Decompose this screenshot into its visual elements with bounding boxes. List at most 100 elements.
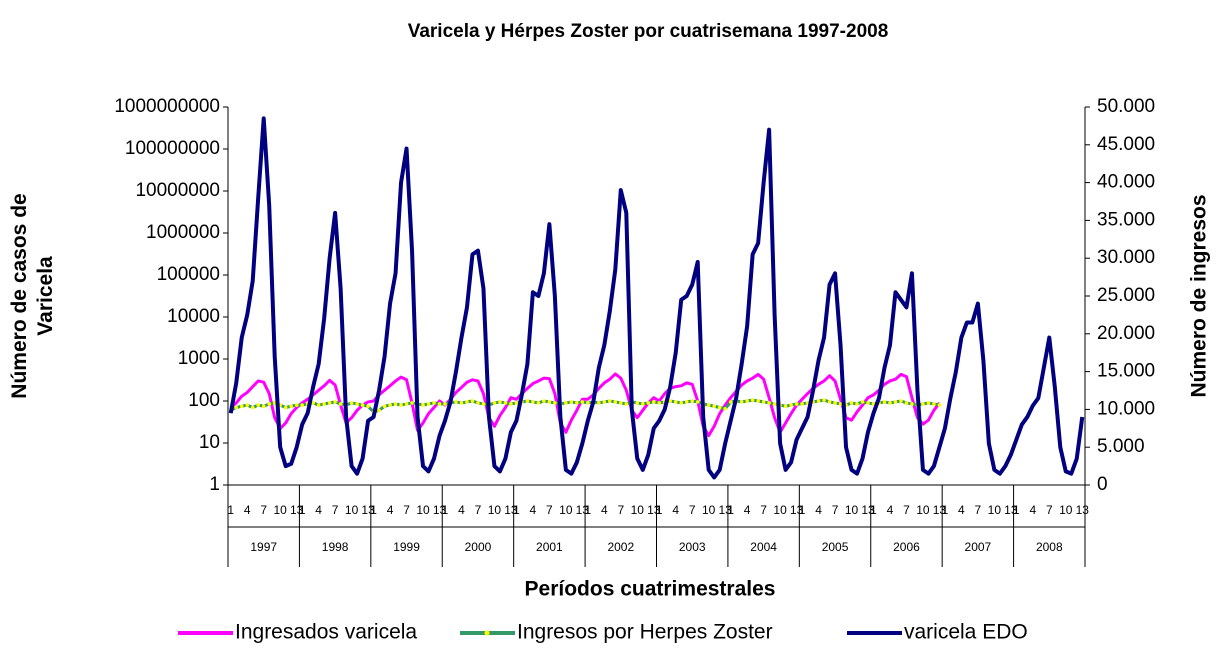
legend-marker bbox=[484, 630, 490, 636]
series-marker bbox=[239, 404, 244, 409]
group-label: 1999 bbox=[393, 540, 420, 554]
x-tick-label: 4 bbox=[1029, 503, 1036, 517]
series-marker bbox=[338, 402, 343, 406]
x-tick-label: 7 bbox=[903, 503, 910, 517]
series-marker bbox=[921, 402, 925, 406]
series-marker bbox=[399, 403, 403, 407]
group-label: 2000 bbox=[465, 540, 492, 554]
series-marker bbox=[564, 401, 568, 405]
x-tick-label: 10 bbox=[845, 503, 859, 517]
series-marker bbox=[509, 402, 513, 406]
series-marker bbox=[432, 401, 436, 405]
series-marker bbox=[355, 402, 359, 406]
series-marker bbox=[717, 405, 722, 410]
series-marker bbox=[673, 400, 678, 404]
group-label: 2007 bbox=[965, 540, 992, 554]
x-tick-label: 10 bbox=[631, 503, 645, 517]
x-tick-label: 10 bbox=[274, 503, 288, 517]
series-marker bbox=[294, 403, 299, 407]
x-tick-label: 13 bbox=[861, 503, 875, 517]
x-tick-label: 10 bbox=[988, 503, 1002, 517]
series-marker bbox=[514, 401, 519, 405]
series-marker bbox=[245, 403, 250, 407]
series-marker bbox=[668, 399, 673, 403]
group-label: 2003 bbox=[679, 540, 706, 554]
x-axis-title: Períodos cuatrimestrales bbox=[525, 578, 776, 601]
x-tick-label: 4 bbox=[244, 503, 251, 517]
series-marker bbox=[382, 404, 387, 409]
x-tick-label: 7 bbox=[760, 503, 767, 517]
x-tick-label: 4 bbox=[601, 503, 608, 517]
series-marker bbox=[882, 400, 887, 404]
series-marker bbox=[937, 403, 942, 407]
series-marker bbox=[723, 407, 727, 411]
x-tick-label: 4 bbox=[315, 503, 322, 517]
series-marker bbox=[761, 400, 766, 404]
series-marker bbox=[602, 400, 607, 404]
series-marker bbox=[618, 401, 623, 405]
series-marker bbox=[635, 401, 640, 405]
series-marker bbox=[569, 400, 574, 404]
y2-tick-label: 45.000 bbox=[1097, 134, 1155, 155]
x-tick-label: 10 bbox=[702, 503, 716, 517]
series-marker bbox=[926, 401, 931, 405]
series-line bbox=[228, 116, 1085, 480]
series-marker bbox=[580, 400, 585, 404]
x-tick-label: 13 bbox=[290, 503, 304, 517]
series-marker bbox=[553, 401, 557, 405]
series-marker bbox=[454, 400, 458, 404]
series-line bbox=[229, 372, 941, 438]
x-tick-label: 4 bbox=[958, 503, 965, 517]
x-tick-label: 7 bbox=[546, 503, 553, 517]
chart-title: Varicela y Hérpes Zoster por cuatriseman… bbox=[408, 21, 889, 42]
x-tick-label: 1 bbox=[370, 503, 377, 517]
series-marker bbox=[283, 405, 288, 410]
x-tick-label: 10 bbox=[1059, 503, 1073, 517]
x-tick-label: 13 bbox=[1076, 503, 1090, 517]
series-marker bbox=[333, 400, 337, 404]
x-tick-label: 4 bbox=[887, 503, 894, 517]
series-marker bbox=[772, 402, 777, 406]
series-marker bbox=[300, 403, 304, 407]
series-line bbox=[230, 398, 940, 414]
series-marker bbox=[311, 401, 315, 405]
x-tick-label: 10 bbox=[559, 503, 573, 517]
x-tick-label: 10 bbox=[773, 503, 787, 517]
group-label: 2005 bbox=[822, 540, 849, 554]
y-tick-label: 1000 bbox=[178, 348, 220, 369]
x-tick-label: 13 bbox=[647, 503, 661, 517]
series-marker bbox=[849, 401, 854, 405]
y2-tick-label: 15.000 bbox=[1097, 361, 1155, 382]
series-marker bbox=[750, 398, 755, 402]
series-marker bbox=[437, 402, 442, 406]
series-marker bbox=[838, 402, 843, 406]
x-tick-label: 7 bbox=[832, 503, 839, 517]
x-tick-label: 1 bbox=[870, 503, 877, 517]
x-tick-label: 7 bbox=[617, 503, 624, 517]
series-marker bbox=[289, 404, 293, 409]
series-marker bbox=[866, 401, 870, 405]
series-marker bbox=[789, 403, 793, 407]
x-tick-label: 13 bbox=[1004, 503, 1018, 517]
y2-tick-label: 35.000 bbox=[1097, 209, 1155, 230]
x-tick-label: 13 bbox=[433, 503, 447, 517]
series-marker bbox=[597, 401, 601, 405]
series-marker bbox=[261, 404, 266, 409]
series-marker bbox=[267, 402, 272, 406]
series-marker bbox=[608, 399, 612, 403]
series-marker bbox=[932, 402, 936, 406]
y2-tick-label: 40.000 bbox=[1097, 172, 1155, 193]
series-marker bbox=[712, 404, 716, 409]
x-tick-label: 1 bbox=[227, 503, 234, 517]
series-marker bbox=[646, 401, 651, 405]
x-tick-label: 4 bbox=[672, 503, 679, 517]
series-marker bbox=[349, 401, 354, 405]
x-tick-label: 1 bbox=[442, 503, 449, 517]
y-tick-label: 10 bbox=[199, 432, 220, 453]
group-label: 2002 bbox=[607, 540, 634, 554]
group-label: 2006 bbox=[893, 540, 920, 554]
y2-tick-label: 25.000 bbox=[1097, 285, 1155, 306]
series-marker bbox=[690, 399, 695, 403]
x-tick-label: 7 bbox=[1046, 503, 1053, 517]
